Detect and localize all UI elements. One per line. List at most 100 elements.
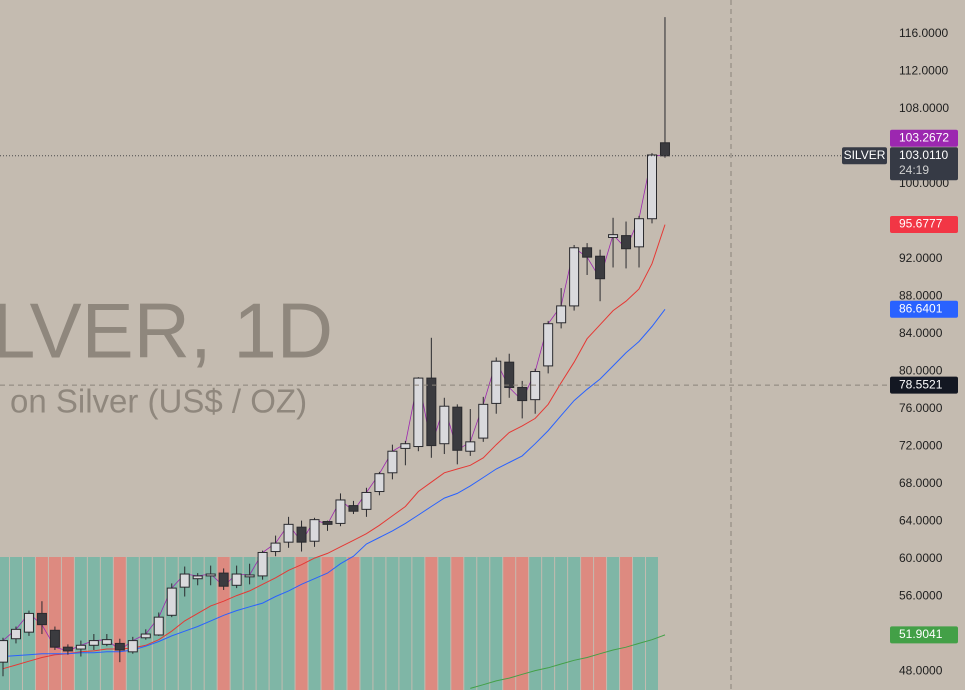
price-tag-label: 78.5521 [899, 377, 943, 391]
direction-bar [334, 557, 347, 690]
price-tag [890, 216, 958, 234]
direction-bar [620, 557, 633, 690]
candle-body [556, 305, 567, 324]
direction-bar [269, 557, 282, 690]
candle-body [582, 247, 593, 258]
candle-body [659, 142, 670, 157]
candle-body [296, 526, 307, 543]
direction-bar [503, 557, 516, 690]
candle-body [465, 441, 476, 452]
price-tag [890, 129, 958, 147]
direction-bar [126, 557, 139, 690]
direction-bar [347, 557, 360, 690]
direction-bar [100, 557, 113, 690]
candle-body [335, 499, 346, 524]
candle-body [62, 646, 73, 652]
candle-body [10, 628, 21, 640]
candle-body [517, 386, 528, 402]
watermark-title: LVER, 1D [0, 287, 333, 375]
candle-body [88, 640, 99, 646]
candle-body [452, 406, 463, 451]
price-tag-label: 86.6401 [899, 301, 943, 315]
price-tag-label: 103.2672 [899, 130, 949, 144]
bar-pane [0, 557, 658, 690]
direction-bar [178, 557, 191, 690]
direction-bar [321, 557, 334, 690]
y-tick-label: 76.0000 [899, 401, 943, 415]
direction-bar [74, 557, 87, 690]
moving-average [2, 308, 666, 657]
symbol-tag [842, 147, 887, 165]
candle-body [49, 629, 60, 648]
direction-bar [529, 557, 542, 690]
direction-bar [542, 557, 555, 690]
candle-body [569, 247, 580, 307]
direction-bar [243, 557, 256, 690]
candle-body [36, 612, 47, 626]
y-tick-label: 64.0000 [899, 514, 943, 528]
candle-body [439, 405, 450, 445]
direction-bar [451, 557, 464, 690]
candle-body [504, 361, 515, 388]
candle-body [647, 154, 657, 220]
direction-bar [9, 557, 22, 690]
direction-bar [0, 557, 9, 690]
direction-bar [113, 557, 126, 690]
direction-bar [594, 557, 607, 690]
direction-bar [412, 557, 425, 690]
candle-body [114, 642, 125, 651]
direction-bar [464, 557, 477, 690]
y-tick-label: 108.0000 [899, 101, 949, 115]
candle-body [400, 443, 411, 449]
direction-bar [438, 557, 451, 690]
direction-bar [373, 557, 386, 690]
candle-body [244, 574, 255, 578]
direction-bar [282, 557, 295, 690]
direction-bar [568, 557, 581, 690]
direction-bar [139, 557, 152, 690]
price-tag-label: 103.0110 [899, 148, 948, 162]
y-tick-label: 68.0000 [899, 476, 943, 490]
candle-body [179, 573, 190, 588]
direction-bar [633, 557, 646, 690]
close-line [2, 154, 666, 652]
direction-bar [386, 557, 399, 690]
price-tag [890, 626, 958, 644]
direction-bar [490, 557, 503, 690]
candle-body [75, 644, 86, 650]
candle-body [621, 235, 632, 250]
candle-body [23, 612, 34, 633]
y-tick-label: 48.0000 [899, 664, 943, 678]
candle-body [0, 640, 8, 663]
y-tick-label: 60.0000 [899, 551, 943, 565]
countdown: 24:19 [899, 163, 929, 177]
direction-bar [204, 557, 217, 690]
direction-bar [555, 557, 568, 690]
price-tag [890, 376, 958, 394]
price-tag [890, 300, 958, 318]
candle-body [127, 640, 138, 653]
candle-body [140, 633, 151, 639]
candle-body [387, 450, 398, 474]
direction-bar [646, 557, 658, 690]
y-tick-label: 88.0000 [899, 289, 943, 303]
direction-bar [607, 557, 620, 690]
direction-bar [477, 557, 490, 690]
candle-body [192, 575, 203, 580]
y-tick-label: 116.0000 [899, 26, 948, 40]
candle-body [166, 587, 177, 616]
y-tick-label: 72.0000 [899, 439, 943, 453]
direction-bar [516, 557, 529, 690]
direction-bar [191, 557, 204, 690]
direction-bar [61, 557, 74, 690]
candle-body [101, 639, 112, 645]
direction-bar [295, 557, 308, 690]
plot [0, 17, 888, 689]
direction-bar [581, 557, 594, 690]
candle-body [608, 234, 619, 238]
direction-bar [87, 557, 100, 690]
direction-bar [217, 557, 230, 690]
moving-average [2, 224, 666, 670]
